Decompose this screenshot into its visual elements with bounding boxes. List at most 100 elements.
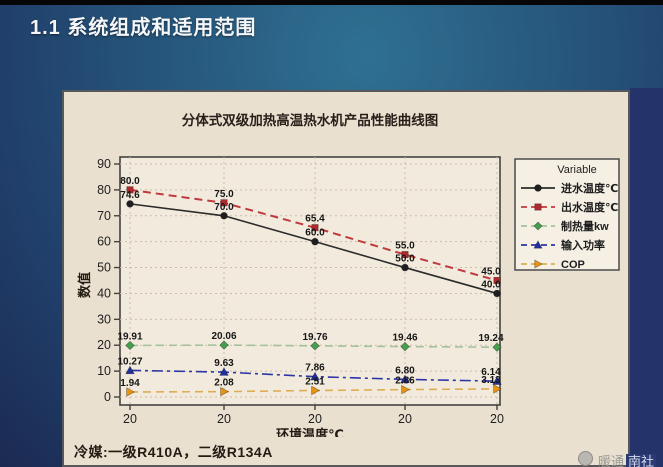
y-tick-label: 20 (97, 338, 111, 352)
data-label: 20.06 (211, 331, 236, 342)
y-tick-label: 60 (97, 235, 111, 249)
data-point (126, 186, 134, 194)
y-tick-label: 90 (97, 157, 111, 171)
data-point (534, 259, 543, 269)
x-tick-label: 20 (123, 412, 137, 426)
data-point (125, 365, 135, 375)
data-point (534, 184, 542, 192)
data-point (311, 224, 319, 232)
legend-label: 制热量kw (561, 219, 609, 233)
data-label: 9.63 (214, 358, 234, 369)
data-point (220, 199, 228, 207)
data-point (126, 200, 134, 208)
legend-entry: 制热量kw (521, 219, 609, 233)
data-label: 7.86 (305, 363, 325, 374)
data-label: 65.4 (305, 214, 325, 225)
data-label: 75.0 (214, 189, 234, 200)
data-label: 70.0 (214, 202, 234, 213)
data-point (400, 341, 410, 352)
data-point (310, 341, 320, 351)
legend-box (514, 158, 620, 271)
data-label: 6.14 (481, 367, 501, 378)
data-point (493, 384, 502, 394)
data-point (534, 203, 542, 211)
data-label: 60.0 (305, 228, 325, 239)
series-diamond (125, 340, 502, 352)
legend-label: COP (561, 259, 585, 271)
legend-entry: 进水温度℃ (521, 181, 618, 195)
data-point (401, 263, 409, 272)
refrigerant-footnote: 冷媒:一级R410A，二级R134A (74, 444, 273, 460)
data-label: 2.86 (395, 376, 415, 387)
data-label: 10.27 (117, 356, 142, 367)
data-label: 74.6 (120, 190, 140, 201)
y-tick-label: 50 (97, 261, 111, 275)
legend-label: 出水温度℃ (561, 200, 618, 214)
data-point (493, 276, 501, 285)
x-tick-label: 20 (490, 412, 504, 426)
data-label: 19.46 (392, 333, 417, 344)
x-axis-title: 环境温度℃ (276, 427, 344, 437)
data-label: 19.91 (117, 331, 142, 342)
series-triangle-up (125, 365, 502, 385)
slide-panel: 分体式双级加热高温热水机产品性能曲线图 0 10 20 30 40 50 60 70 80 90 20… (62, 90, 630, 467)
x-tick-label: 20 (308, 412, 322, 426)
data-point (311, 237, 319, 246)
series-square (126, 186, 501, 285)
data-point (401, 384, 410, 395)
chart-title: 分体式双级加热高温热水机产品性能曲线图 (182, 112, 439, 128)
y-tick-label: 30 (97, 312, 111, 326)
watermark: 暖通 南社 (578, 451, 657, 467)
y-tick-label: 0 (104, 390, 111, 404)
data-point (533, 240, 543, 249)
data-point (219, 367, 229, 376)
data-label: 55.0 (395, 241, 415, 252)
data-label: 45.0 (481, 267, 501, 278)
data-point (126, 387, 135, 397)
y-axis-title: 数值 (77, 272, 92, 298)
legend-entry: COP (521, 259, 585, 271)
data-label: 50.0 (395, 254, 415, 265)
watermark-text: 暖通 南社 (598, 454, 657, 467)
legend-label: 输入功率 (561, 238, 605, 252)
data-label: 40.0 (481, 279, 501, 290)
y-tick-label: 40 (97, 286, 111, 300)
plot-area (119, 156, 501, 406)
series-triangle-right (126, 384, 502, 397)
data-point (310, 371, 320, 381)
data-point (401, 251, 409, 259)
legend-entry: 输入功率 (521, 238, 605, 252)
y-tick-label: 10 (97, 364, 111, 378)
x-tick-label: 20 (217, 412, 231, 426)
data-label: 2.51 (305, 377, 325, 388)
right-navy-strip (630, 88, 663, 467)
y-tick-label: 70 (97, 209, 111, 223)
data-label: 1.94 (120, 378, 140, 389)
data-point (492, 376, 502, 385)
data-point (311, 385, 320, 396)
data-point (220, 212, 228, 220)
data-point (220, 386, 229, 397)
data-point (493, 289, 501, 298)
performance-chart: 分体式双级加热高温热水机产品性能曲线图 0 10 20 30 40 50 60 70 80 90 20… (77, 112, 620, 437)
y-tick-label: 80 (97, 183, 111, 197)
page-title: 1.1 系统组成和适用范围 (30, 17, 257, 39)
data-point (400, 374, 410, 384)
data-point (533, 221, 543, 231)
data-label: 3.13 (481, 375, 501, 386)
data-label: 19.76 (302, 332, 327, 343)
series-circle (126, 200, 501, 298)
data-point (125, 340, 135, 351)
data-label: 2.08 (214, 378, 234, 389)
data-point (492, 342, 502, 352)
watermark-logo-icon (578, 451, 593, 466)
legend-entry: 出水温度℃ (521, 200, 618, 214)
data-label: 19.24 (478, 333, 503, 344)
top-black-bar (0, 0, 663, 5)
x-tick-label: 20 (398, 412, 412, 426)
data-label: 6.80 (395, 365, 415, 376)
data-label: 80.0 (120, 176, 140, 187)
legend-label: 进水温度℃ (561, 181, 618, 195)
data-point (219, 340, 229, 350)
